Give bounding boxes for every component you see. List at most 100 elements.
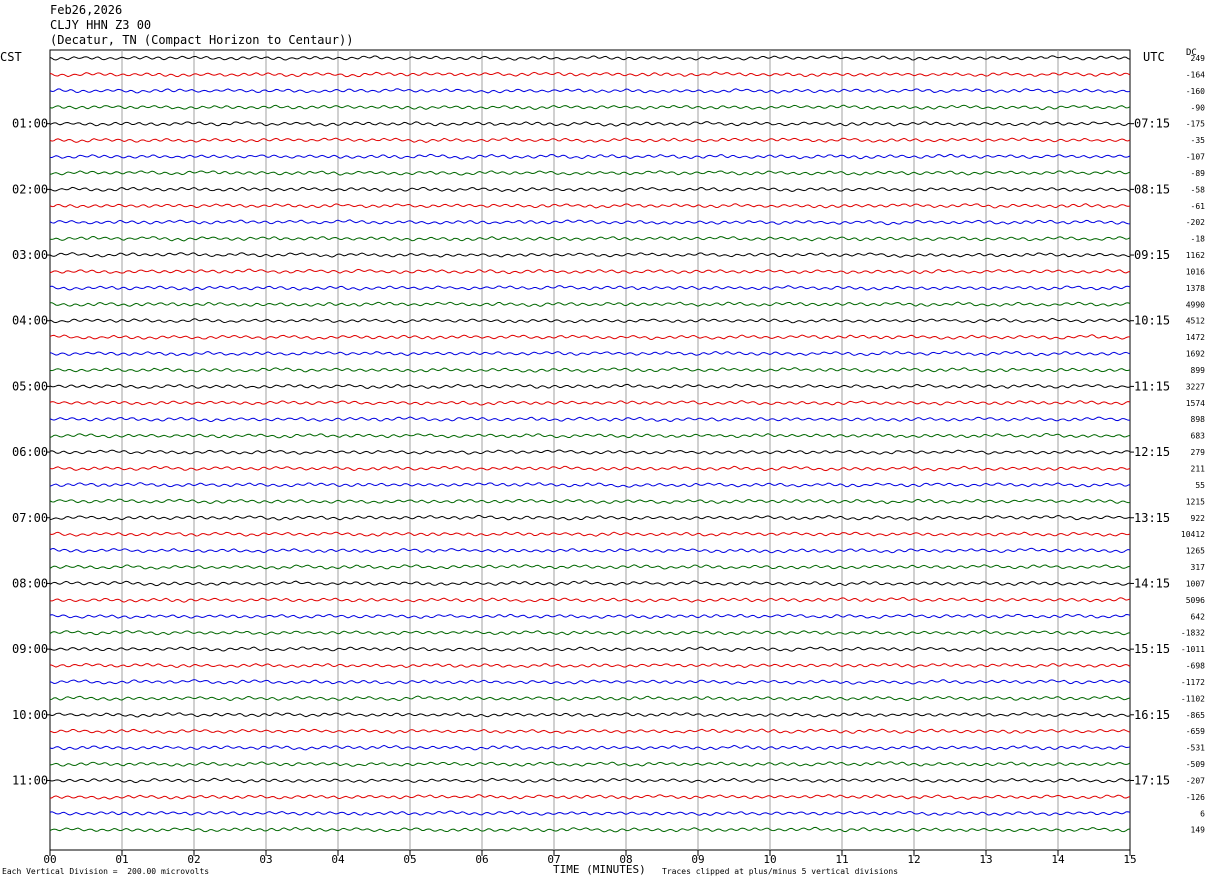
dc-offset-label: 1692 <box>1186 350 1205 359</box>
seismic-trace <box>49 761 1131 767</box>
seismic-trace <box>49 317 1131 324</box>
left-hour-label: 09:00 <box>12 642 48 656</box>
dc-offset-label: 922 <box>1191 514 1206 523</box>
dc-offset-label: 279 <box>1191 448 1206 457</box>
seismic-trace <box>49 744 1131 751</box>
seismic-trace <box>49 301 1131 307</box>
dc-offset-label: 1007 <box>1186 579 1205 588</box>
x-tick-label: 11 <box>835 853 848 866</box>
x-tick-label: 05 <box>403 853 416 866</box>
x-tick-label: 00 <box>43 853 56 866</box>
left-hour-label: 05:00 <box>12 379 48 393</box>
right-hour-label: 10:15 <box>1134 314 1170 328</box>
dc-offset-label: 1472 <box>1186 333 1205 342</box>
left-hour-label: 10:00 <box>12 708 48 722</box>
dc-offset-label: 149 <box>1191 826 1206 835</box>
seismic-trace <box>49 88 1131 94</box>
x-tick-label: 12 <box>907 853 920 866</box>
x-tick-label: 10 <box>763 853 776 866</box>
dc-offset-label: 898 <box>1191 415 1206 424</box>
right-hour-label: 11:15 <box>1134 379 1170 393</box>
seismic-trace <box>49 695 1131 702</box>
seismic-trace <box>49 170 1131 176</box>
x-tick-label: 14 <box>1051 853 1065 866</box>
left-hour-label: 11:00 <box>12 773 48 787</box>
x-tick-label: 08 <box>619 853 632 866</box>
seismic-trace <box>49 482 1131 488</box>
left-hour-label: 01:00 <box>12 117 48 131</box>
x-tick-label: 09 <box>691 853 704 866</box>
seismic-trace <box>49 449 1131 455</box>
dc-offset-label: 4990 <box>1186 300 1205 309</box>
seismic-trace <box>49 153 1131 160</box>
header-station: CLJY HHN Z3 00 <box>50 18 152 32</box>
seismic-trace <box>49 219 1131 226</box>
seismic-trace <box>49 810 1131 816</box>
right-hour-label: 15:15 <box>1134 642 1170 656</box>
plot-grid <box>49 49 1131 851</box>
dc-offset-label: 683 <box>1191 432 1206 441</box>
seismic-trace <box>49 646 1131 652</box>
dc-offset-label: -61 <box>1191 202 1206 211</box>
right-hour-label: 07:15 <box>1134 117 1170 131</box>
seismic-trace <box>49 71 1131 78</box>
dc-offset-label: 317 <box>1191 563 1206 572</box>
dc-offset-label: -160 <box>1186 87 1205 96</box>
plot-frame <box>49 49 1131 851</box>
header-date: Feb26,2026 <box>50 3 123 17</box>
right-hour-label: 17:15 <box>1134 773 1170 787</box>
seismic-trace <box>49 580 1131 587</box>
dc-offset-label: -175 <box>1186 120 1205 129</box>
left-hour-label: 08:00 <box>12 576 48 590</box>
dc-offset-label: -90 <box>1191 103 1206 112</box>
dc-offset-label: 3227 <box>1186 382 1205 391</box>
left-hour-label: 04:00 <box>12 314 48 328</box>
right-hour-label: 12:15 <box>1134 445 1170 459</box>
x-tick-label: 03 <box>259 853 272 866</box>
seismic-trace <box>49 416 1131 423</box>
seismic-trace <box>49 777 1131 784</box>
seismic-trace <box>49 104 1131 111</box>
right-timezone-label: UTC <box>1143 50 1165 64</box>
dc-offset-label: 4512 <box>1186 317 1205 326</box>
left-hour-label: 06:00 <box>12 445 48 459</box>
x-axis-title: TIME (MINUTES) <box>553 863 646 876</box>
dc-offset-label: 1215 <box>1186 497 1205 506</box>
seismic-trace <box>49 826 1131 833</box>
x-tick-label: 02 <box>187 853 200 866</box>
seismic-trace <box>49 531 1131 537</box>
seismic-trace <box>49 794 1131 800</box>
x-tick-label: 06 <box>475 853 488 866</box>
x-tick-label: 15 <box>1123 853 1136 866</box>
dc-offset-label: -18 <box>1191 235 1206 244</box>
dc-offset-label: 211 <box>1191 465 1206 474</box>
seismic-trace <box>49 383 1131 390</box>
clip-note: Traces clipped at plus/minus 5 vertical … <box>662 867 899 876</box>
right-hour-label: 14:15 <box>1134 576 1170 590</box>
left-timezone-label: CST <box>0 50 22 64</box>
seismic-trace <box>49 597 1131 603</box>
dc-offset-label: 55 <box>1195 481 1205 490</box>
left-hour-label: 07:00 <box>12 511 48 525</box>
seismic-trace <box>49 252 1131 258</box>
seismic-trace <box>49 630 1131 636</box>
seismic-trace <box>49 268 1131 274</box>
seismic-trace <box>49 55 1131 61</box>
seismic-trace <box>49 203 1131 209</box>
seismic-trace <box>49 679 1131 685</box>
dc-offset-label: -1832 <box>1181 629 1205 638</box>
seismic-trace <box>49 350 1131 357</box>
seismic-trace <box>49 432 1131 439</box>
right-hour-label: 09:15 <box>1134 248 1170 262</box>
dc-offset-header: DC <box>1186 48 1197 58</box>
left-hour-label: 02:00 <box>12 182 48 196</box>
right-hour-label: 16:15 <box>1134 708 1170 722</box>
seismic-trace <box>49 334 1131 341</box>
seismic-trace <box>49 728 1131 734</box>
right-hour-label: 13:15 <box>1134 511 1170 525</box>
seismic-traces <box>49 55 1131 833</box>
seismic-trace <box>49 663 1131 669</box>
seismic-trace <box>49 547 1131 554</box>
x-tick-label: 01 <box>115 853 128 866</box>
dc-offset-label: -659 <box>1186 727 1205 736</box>
